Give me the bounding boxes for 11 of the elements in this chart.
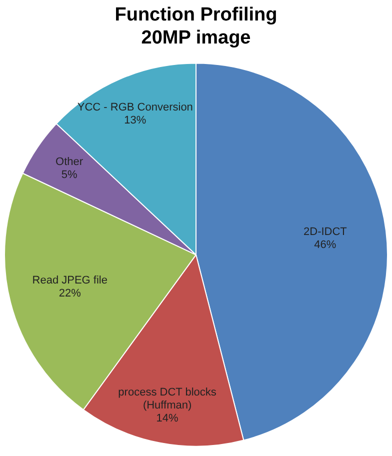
- data-label: 46%: [314, 239, 336, 252]
- slice-label: Other: [56, 156, 84, 168]
- data-label: 13%: [124, 114, 146, 127]
- slice-label: YCC - RGB Conversion: [77, 102, 193, 114]
- slice-label: process DCT blocks (Huffman): [118, 386, 217, 412]
- data-label: 14%: [156, 412, 179, 424]
- chart-title: Function Profiling 20MP image: [114, 4, 278, 48]
- slice-label: 2D-IDCT: [304, 226, 348, 238]
- data-label: 22%: [58, 288, 82, 300]
- data-label: 5%: [61, 169, 78, 182]
- slice-label: Read JPEG file: [32, 274, 108, 287]
